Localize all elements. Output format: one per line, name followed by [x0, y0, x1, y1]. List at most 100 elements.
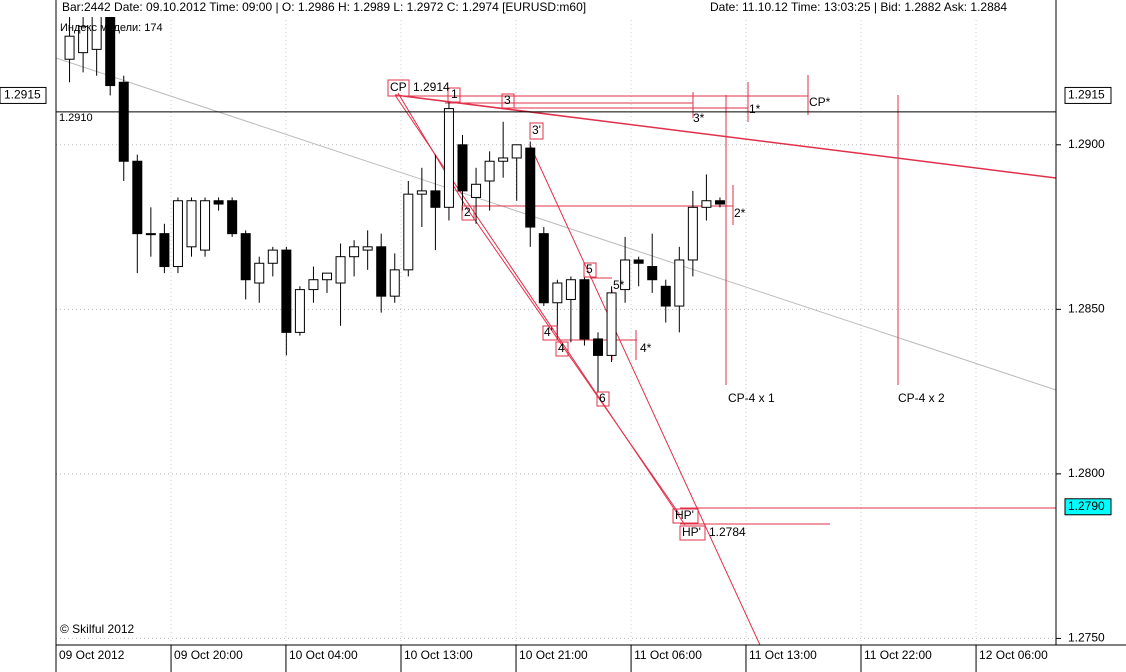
- annotation: 4: [558, 341, 565, 355]
- candle-body: [443, 108, 454, 208]
- x-tick-label: 11 Oct 22:00: [864, 648, 932, 662]
- annotation: CP-4 x 2: [898, 391, 945, 405]
- candle-body: [308, 279, 319, 291]
- price-marker: [0, 86, 47, 104]
- label-box: [529, 122, 544, 140]
- annotation: 5: [586, 262, 593, 276]
- x-tick-label: 09 Oct 2012: [59, 648, 125, 662]
- candle-body: [633, 259, 644, 264]
- candle-body: [322, 272, 333, 281]
- candle-body: [525, 147, 536, 228]
- annotation: HP': [682, 525, 701, 539]
- candle-body: [281, 249, 292, 333]
- y-tick-label: 1.2800: [1068, 466, 1105, 480]
- candle-body: [552, 282, 563, 304]
- label-box: [555, 341, 569, 357]
- label-box: [679, 525, 706, 541]
- y-tick-label: 1.2750: [1068, 631, 1105, 645]
- annotation: CP-4 x 1: [728, 391, 775, 405]
- candle-body: [498, 157, 509, 162]
- annotation: 1.2784: [709, 525, 746, 539]
- annotation: HP': [675, 508, 694, 522]
- candle-body: [389, 269, 400, 297]
- annotation: 2: [464, 205, 471, 219]
- annotation: 1*: [749, 102, 761, 116]
- annotation: 3: [504, 93, 511, 107]
- annotation: 5*: [613, 278, 625, 292]
- candle-body: [335, 256, 346, 284]
- candle-body: [227, 200, 238, 235]
- candle-body: [430, 190, 441, 208]
- candle-body: [376, 246, 387, 297]
- candle-body: [254, 262, 265, 284]
- header-bar: [56, 0, 1056, 17]
- candle-body: [294, 289, 305, 333]
- candle-body: [660, 285, 671, 307]
- price-marker: [1064, 86, 1112, 104]
- label-box: [447, 87, 461, 103]
- price-marker-label: 1.2915: [4, 88, 41, 102]
- candle-body: [240, 233, 251, 281]
- label-box: [501, 93, 515, 109]
- candles: [64, 0, 725, 392]
- candle-body: [620, 259, 631, 291]
- target-marker-label: 1.2790: [1068, 499, 1105, 513]
- level-label: 1.2910: [59, 112, 93, 124]
- candle-body: [579, 279, 590, 340]
- candle-body: [159, 233, 170, 268]
- annotation: 4*: [640, 341, 652, 355]
- trend-line: [529, 144, 761, 646]
- annotation: CP: [390, 80, 407, 94]
- trend-line: [467, 209, 681, 516]
- candle-body: [132, 160, 143, 235]
- copyright: © Skilful 2012: [60, 622, 135, 636]
- candle-body: [687, 206, 698, 261]
- candle-body: [362, 246, 373, 251]
- candle-body: [647, 266, 658, 281]
- x-tick-label: 11 Oct 06:00: [634, 648, 702, 662]
- annotation: CP*: [809, 95, 831, 109]
- candle-body: [64, 35, 75, 60]
- y-tick-label: 1.2850: [1068, 302, 1105, 316]
- candle-body: [484, 160, 495, 182]
- header-info: Bar:2442 Date: 09.10.2012 Time: 09:00 | …: [62, 0, 586, 14]
- x-tick-label: 10 Oct 13:00: [404, 648, 473, 662]
- candle-body: [145, 233, 156, 236]
- candle-body: [714, 200, 725, 205]
- x-tick-label: 09 Oct 20:00: [174, 648, 243, 662]
- candle-body: [606, 292, 617, 356]
- y-tick-label: 1.2900: [1068, 137, 1105, 151]
- price-marker-label: 1.2915: [1068, 88, 1105, 102]
- x-tick-label: 12 Oct 06:00: [979, 648, 1048, 662]
- label-box: [583, 262, 597, 278]
- header-quote: Date: 11.10.12 Time: 13:03:25 | Bid: 1.2…: [710, 0, 1007, 14]
- candle-body: [349, 246, 360, 258]
- candle-body: [403, 193, 414, 271]
- annotations: CP 1.2914 1 3 3' 2 5 5* 4' 4 6 4* 2* 3* …: [390, 80, 945, 539]
- annotation: 4': [544, 325, 553, 339]
- candle-body: [267, 249, 278, 264]
- candle-body: [538, 233, 549, 304]
- candle-body: [511, 144, 522, 159]
- candle-body: [416, 190, 427, 195]
- annotation: 2*: [734, 206, 746, 220]
- candle-body: [118, 81, 129, 162]
- annotation: 6: [599, 391, 606, 405]
- x-tick-label: 11 Oct 13:00: [749, 648, 817, 662]
- candle-body: [674, 259, 685, 307]
- annotation-boxes: [387, 79, 706, 541]
- annotation: 3*: [693, 111, 705, 125]
- candle-body: [200, 200, 211, 251]
- candle-body: [172, 200, 183, 268]
- annotation: 3': [532, 123, 541, 137]
- target-marker: [1064, 498, 1112, 516]
- label-box: [461, 205, 475, 221]
- label-box: [387, 79, 410, 97]
- x-tick-label: 10 Oct 04:00: [289, 648, 358, 662]
- trend-line: [397, 92, 469, 211]
- annotation: 1: [451, 87, 458, 101]
- candle-body: [213, 200, 224, 205]
- label-box: [672, 508, 699, 524]
